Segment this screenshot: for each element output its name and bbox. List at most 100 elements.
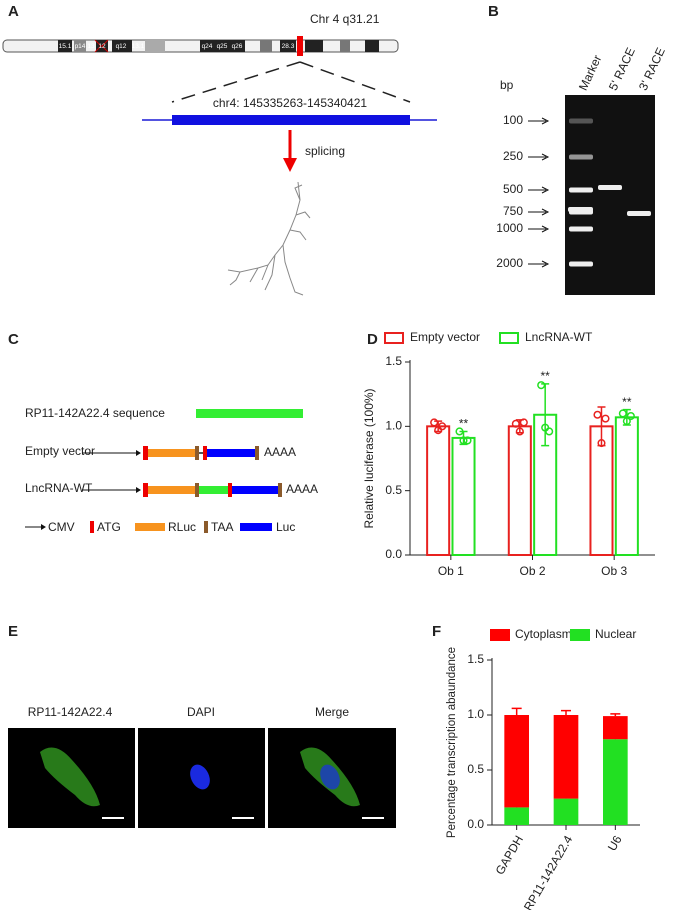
gel-band <box>569 118 593 124</box>
arrow-head <box>283 158 297 172</box>
data-point <box>622 417 631 426</box>
gel-bands <box>568 118 651 267</box>
data-point <box>601 414 610 423</box>
band-label: q26 <box>232 43 243 50</box>
panel-label: C <box>8 331 19 348</box>
locus-marker <box>297 36 303 56</box>
legend-label: RLuc <box>168 520 196 534</box>
ideogram-bands <box>58 39 379 53</box>
legend-label: LncRNA-WT <box>525 330 593 344</box>
panel-label: D <box>367 331 378 348</box>
data-point <box>597 439 606 448</box>
lane-label: 5' RACE <box>606 45 638 92</box>
lane-label: 3' RACE <box>636 45 668 92</box>
legend-label: Empty vector <box>410 330 480 344</box>
y-tick-label: 1.5 <box>467 652 484 666</box>
data-point <box>511 419 520 428</box>
construct-label: Empty vector <box>25 444 95 458</box>
bar-segment <box>553 798 579 825</box>
x-tick-label: Ob 2 <box>519 564 545 578</box>
band-label: 13 <box>87 43 95 50</box>
construct-legend <box>25 521 272 533</box>
gel-band <box>568 207 593 212</box>
y-axis-label: Percentage transcription abaundance <box>446 647 458 838</box>
legend-label: TAA <box>211 520 233 534</box>
bar-segment <box>553 715 579 799</box>
x-tick-label: GAPDH <box>493 833 526 877</box>
size-arrow-head <box>541 186 550 194</box>
data-point <box>430 418 439 427</box>
image-label: RP11-142A22.4 <box>28 705 113 719</box>
construct-label: LncRNA-WT <box>25 481 93 495</box>
size-arrow-head <box>541 225 550 233</box>
size-arrow-head <box>541 208 550 216</box>
unit-label: bp <box>500 78 514 92</box>
band-label: q24 <box>202 43 213 50</box>
y-tick-label: 1.0 <box>385 419 402 433</box>
gel-band <box>569 154 593 160</box>
legend-label: Luc <box>276 520 295 534</box>
construct-empty <box>82 446 259 460</box>
band-label: q25 <box>217 43 228 50</box>
data-point <box>463 436 472 445</box>
size-label: 1000 <box>496 221 523 235</box>
gel-band <box>569 226 593 232</box>
bar-segment <box>504 715 529 808</box>
chromosome-label: Chr 4 q31.21 <box>310 12 380 26</box>
error-bar <box>541 383 550 447</box>
bar <box>426 425 451 557</box>
size-label: 750 <box>503 204 523 218</box>
data-point <box>455 427 464 436</box>
polya-label: AAAA <box>286 482 318 496</box>
legend-swatch <box>490 629 510 641</box>
data-point <box>618 409 627 418</box>
gel-band <box>569 261 593 267</box>
significance: ** <box>622 395 632 409</box>
y-tick-label: 0.0 <box>467 817 484 831</box>
step-label: splicing <box>305 144 345 158</box>
error-bar <box>511 707 522 715</box>
bar <box>451 436 476 556</box>
bar <box>614 416 639 556</box>
legend-label: Nuclear <box>595 627 636 641</box>
legend-swatch <box>570 629 590 641</box>
x-tick-label: Ob 1 <box>438 564 464 578</box>
sequence-label: RP11-142A22.4 sequence <box>25 406 165 420</box>
data-point <box>537 381 546 390</box>
y-tick-label: 0.5 <box>385 483 402 497</box>
data-point <box>626 411 635 421</box>
error-bar <box>561 709 571 715</box>
size-label: 2000 <box>496 256 523 270</box>
data-point <box>545 427 554 436</box>
y-tick-label: 1.0 <box>467 707 484 721</box>
gene-body <box>172 115 410 125</box>
y-tick-label: 1.5 <box>385 354 402 368</box>
region-label: chr4: 145335263-145340421 <box>213 96 367 110</box>
image-label: Merge <box>315 705 349 719</box>
bar-segment <box>504 807 529 825</box>
micrographs <box>8 728 396 828</box>
rna-structure <box>227 181 311 296</box>
band-label: 12 <box>98 43 106 50</box>
size-arrow-head <box>541 117 550 125</box>
error-bar <box>610 713 621 717</box>
band-label: p14 <box>75 43 86 50</box>
gel-band <box>627 211 651 216</box>
legend-label: ATG <box>97 520 121 534</box>
zoom-lines <box>171 61 411 103</box>
data-point <box>593 410 602 419</box>
panel-label: B <box>488 3 499 20</box>
construct-wt <box>82 483 282 497</box>
size-arrow-head <box>541 260 550 268</box>
bar <box>507 425 532 557</box>
band-label: 28.3 <box>282 43 295 50</box>
band-label: 15.1 <box>59 43 72 50</box>
size-label: 100 <box>503 113 523 127</box>
size-label: 250 <box>503 149 523 163</box>
data-point <box>515 427 524 436</box>
data-point <box>438 422 447 431</box>
lane-label: Marker <box>576 53 604 93</box>
y-tick-label: 0.5 <box>467 762 484 776</box>
band-label: q12 <box>116 43 127 50</box>
panel-label: E <box>8 623 18 640</box>
